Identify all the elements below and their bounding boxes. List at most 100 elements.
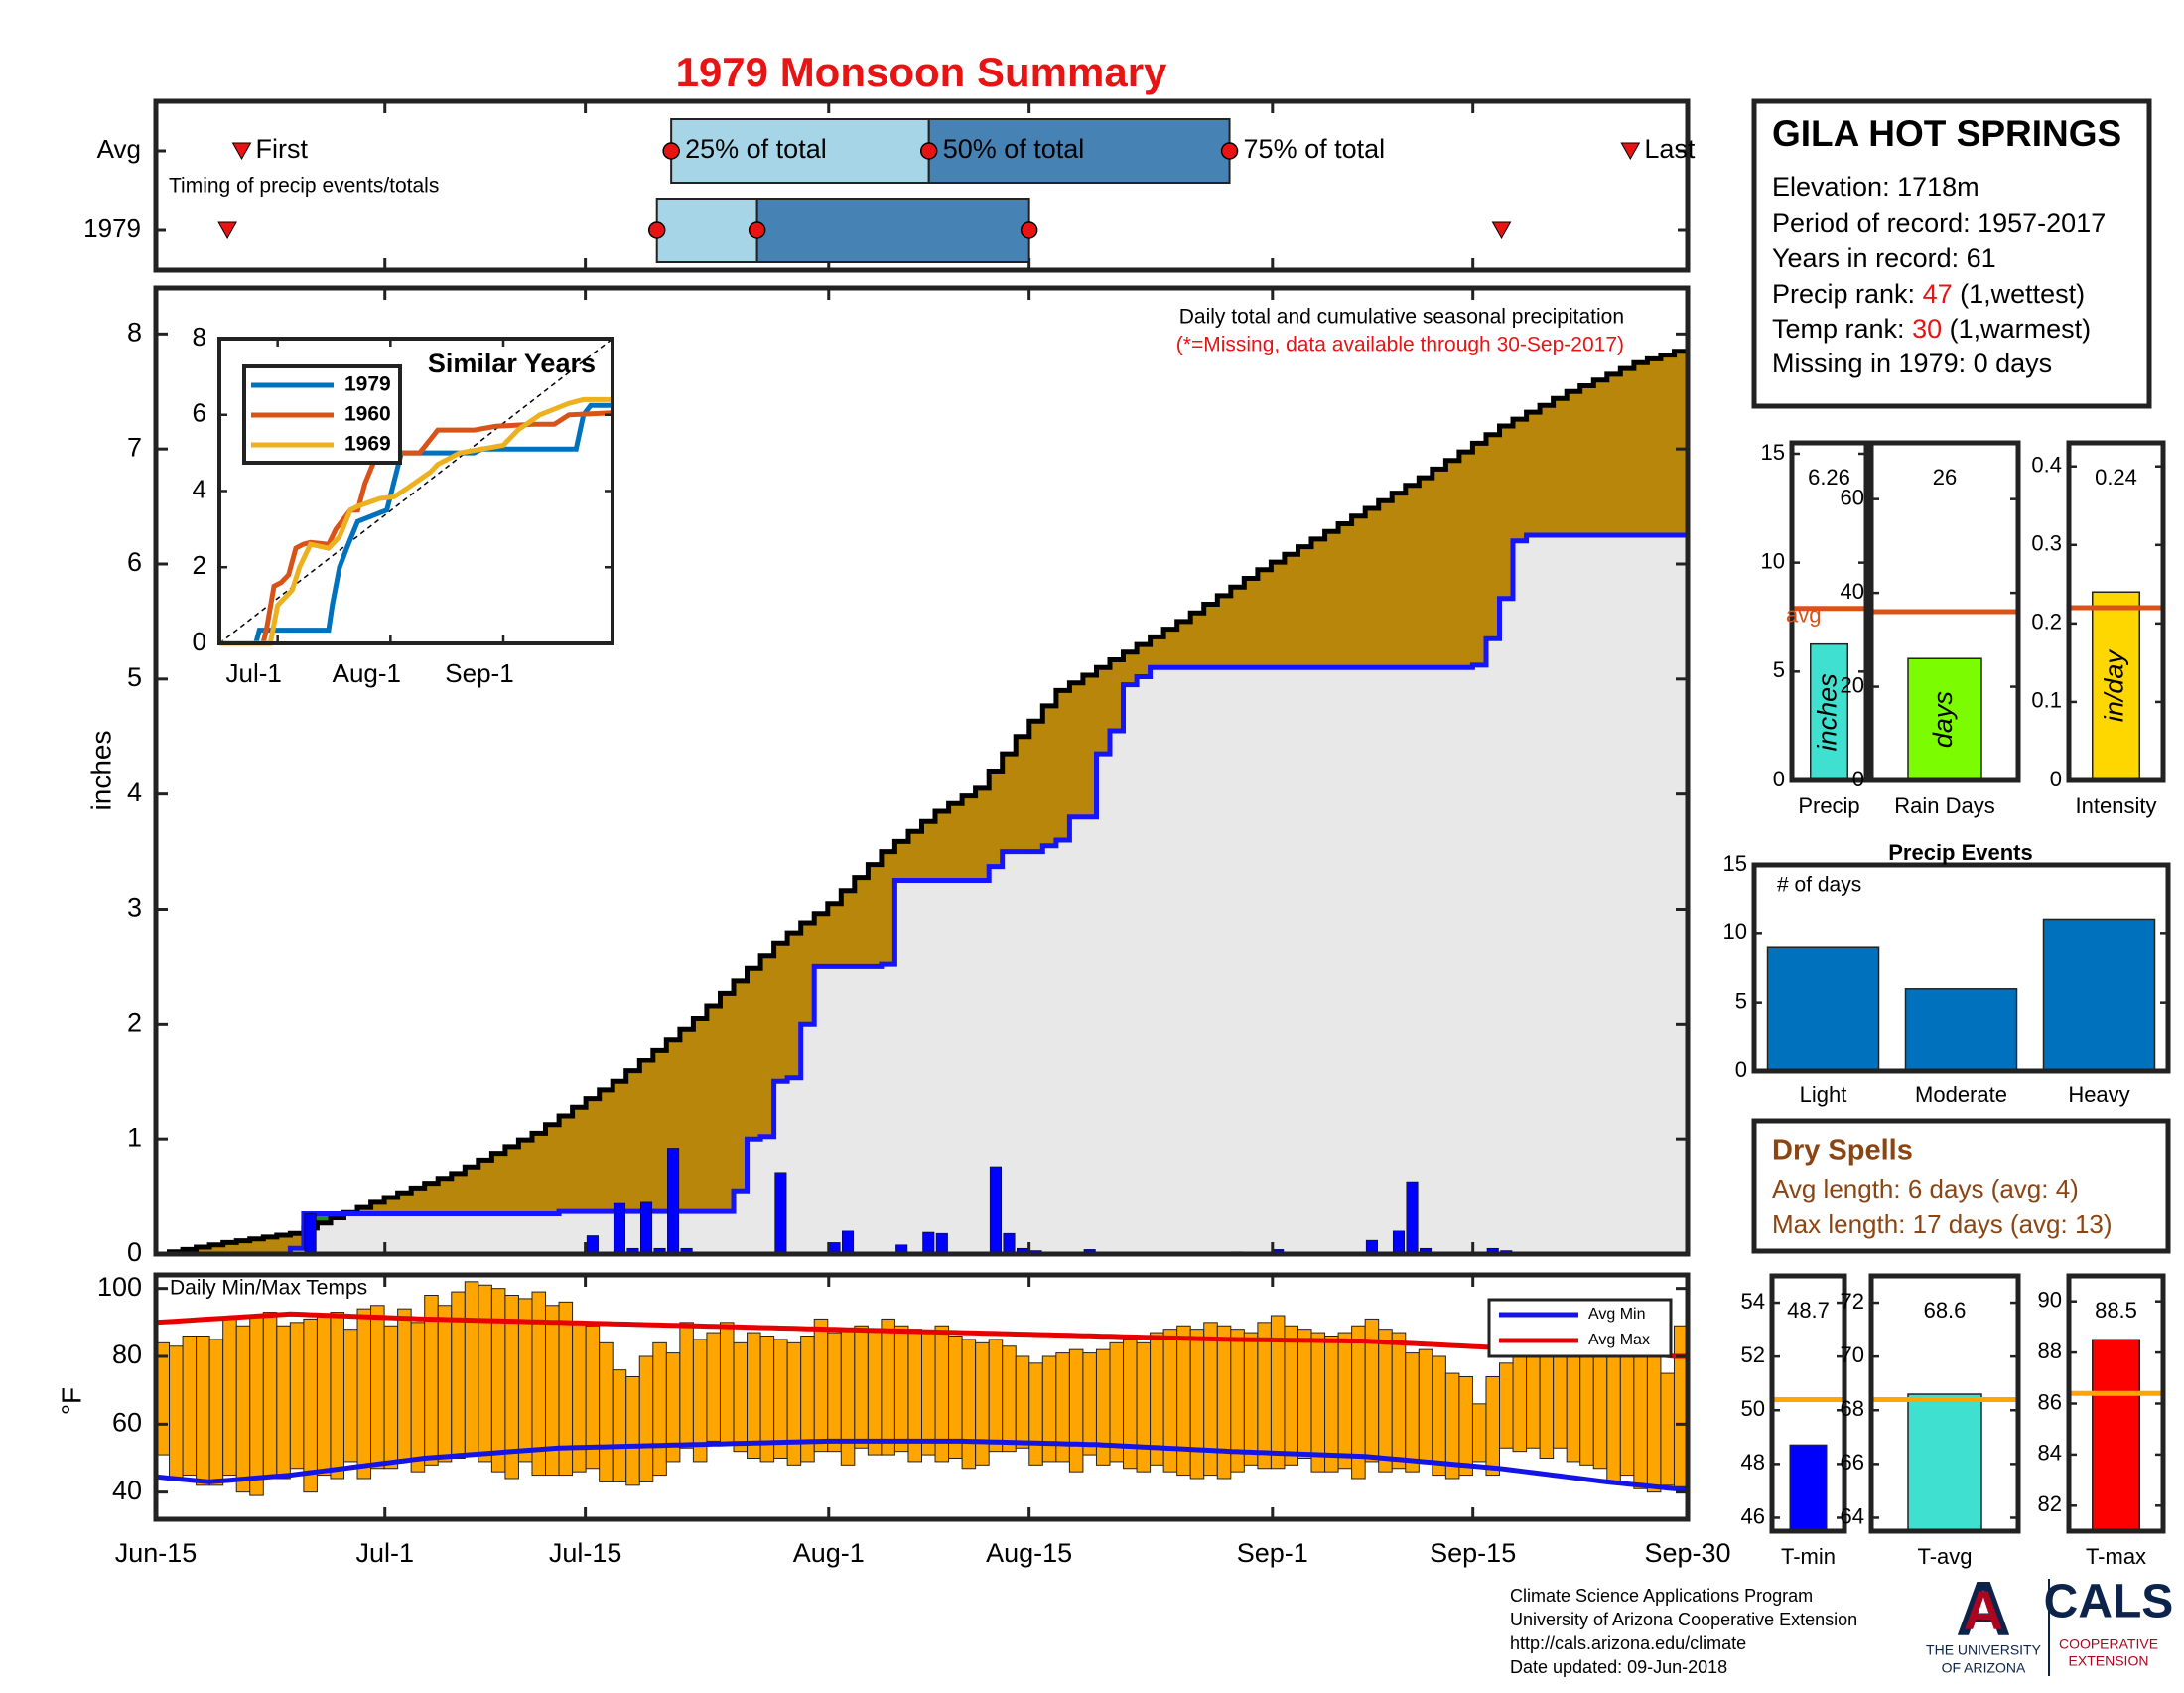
- temp-range-bar: [1243, 1332, 1259, 1466]
- timing-note: Timing of precip events/totals: [169, 175, 439, 198]
- inset-series-line: [219, 410, 614, 646]
- year-cumulative-day: [1123, 684, 1138, 1254]
- timing-first-label: First: [256, 134, 309, 164]
- year-cumulative-day: [733, 1191, 748, 1254]
- station-elevation: Elevation: 1718m: [1772, 172, 1979, 202]
- year-cumulative-day: [881, 964, 895, 1254]
- panel-y-tick-label: 64: [1841, 1503, 1864, 1528]
- temp-y-axis-label: °F: [56, 1387, 86, 1415]
- daily-precip-bar: [613, 1202, 625, 1255]
- temp-range-bar: [599, 1341, 614, 1482]
- station-missing: Missing in 1979: 0 days: [1772, 349, 2052, 378]
- panel-y-tick-label: 82: [2038, 1491, 2062, 1516]
- year-cumulative-day: [1647, 535, 1662, 1254]
- year-cumulative-day: [572, 1211, 587, 1254]
- temp-range-bar: [196, 1336, 210, 1486]
- year-cumulative-day: [1364, 667, 1379, 1254]
- temp-y-tick-label: 40: [112, 1476, 142, 1505]
- temp-range-bar: [1257, 1322, 1272, 1470]
- daily-precip-bar: [586, 1235, 599, 1255]
- year-cumulative-day: [720, 1211, 735, 1254]
- temp-range-bar: [397, 1308, 412, 1463]
- year-cumulative-day: [1042, 845, 1057, 1254]
- panel-value-label: 6.26: [1808, 465, 1850, 490]
- main-plot-frame: [153, 285, 1691, 1257]
- ua-wordmark-line: THE UNIVERSITY: [1926, 1642, 2042, 1658]
- temp-range-bar: [1633, 1339, 1648, 1489]
- year-cumulative-day: [343, 1213, 358, 1254]
- year-cumulative-day: [934, 880, 949, 1254]
- inset-title: Similar Years: [428, 349, 596, 378]
- main-chart-title: Daily total and cumulative seasonal prec…: [1179, 306, 1624, 329]
- timing-first-last-marker: [1491, 221, 1512, 240]
- temp-range-bar: [208, 1339, 224, 1486]
- temp-range-bar: [1499, 1362, 1514, 1449]
- inset-legend-label: 1960: [344, 403, 391, 426]
- dry-spells-frame: [1751, 1118, 2171, 1254]
- timing-box-50-75: [755, 198, 1030, 263]
- timing-percentile-marker: [1020, 221, 1038, 239]
- temp-range-bar: [867, 1329, 883, 1456]
- year-cumulative-day: [1002, 851, 1017, 1254]
- temp-summary-panel: 46 48 50 52 54 48.7 T-min: [1741, 1273, 1847, 1569]
- panel-category-label: Rain Days: [1894, 793, 1994, 818]
- panel-value-bar: [2092, 591, 2140, 781]
- temp-range-bar: [747, 1332, 761, 1460]
- panel-y-tick-label: 50: [1741, 1396, 1765, 1421]
- temp-range-bar: [410, 1322, 426, 1473]
- temp-range-bar: [1660, 1372, 1675, 1486]
- events-y-tick-label: 5: [1735, 988, 1747, 1013]
- panel-y-tick-label: 60: [1841, 485, 1864, 509]
- daily-precip-bar: [640, 1201, 653, 1255]
- station-temp-rank: Temp rank: 30 (1,warmest): [1772, 314, 2091, 344]
- year-cumulative-day: [1176, 667, 1191, 1254]
- year-cumulative-day: [1028, 851, 1043, 1254]
- temp-range-bar: [451, 1291, 466, 1460]
- station-period: Period of record: 1957-2017: [1772, 209, 2106, 238]
- year-cumulative-day: [1553, 535, 1568, 1254]
- precip-events-chart: Light Moderate Heavy 0 5 10 15 Precip Events # o…: [1723, 840, 2171, 1107]
- temp-range-bar: [316, 1315, 332, 1477]
- panel-frame: [1868, 1273, 2021, 1534]
- inset-y-tick-label: 6: [193, 398, 206, 428]
- year-cumulative-day: [1539, 535, 1554, 1254]
- temp-range-bar: [921, 1332, 936, 1456]
- events-y-tick-label: 0: [1735, 1058, 1747, 1082]
- timing-p75-label: 75% of total: [1244, 134, 1386, 164]
- year-cumulative-day: [383, 1213, 398, 1254]
- year-cumulative-day: [531, 1213, 546, 1254]
- panel-y-tick-label: 54: [1741, 1289, 1765, 1314]
- temperature-chart: 40 60 80 100 Jun-15 Jul-1 Jul-15 Aug-1 Aug-15 Sep…: [56, 1272, 1730, 1568]
- year-cumulative-day: [921, 880, 936, 1254]
- main-y-tick-label: 0: [127, 1237, 142, 1267]
- temp-range-bar: [975, 1341, 990, 1466]
- timing-panel: Avg 1979 First 25% of total 50% of total 75% …: [83, 98, 1696, 273]
- year-cumulative-day: [1485, 638, 1500, 1254]
- panel-y-tick-label: 15: [1761, 440, 1785, 465]
- year-cumulative-day: [478, 1213, 492, 1254]
- panel-category-label: Precip: [1798, 793, 1859, 818]
- temp-range-bar: [1579, 1348, 1594, 1466]
- daily-precip-bar: [304, 1213, 317, 1255]
- year-cumulative-day: [1069, 816, 1084, 1254]
- panel-category-label: T-max: [2086, 1544, 2146, 1569]
- year-cumulative-day: [290, 1248, 305, 1254]
- panel-value-label: 0.24: [2095, 465, 2137, 490]
- temp-range-bar: [289, 1322, 305, 1470]
- temp-y-tick-label: 60: [112, 1407, 142, 1437]
- panel-y-tick-label: 0: [1773, 767, 1785, 791]
- year-cumulative-day: [451, 1213, 466, 1254]
- x-axis-tick-label: Sep-30: [1644, 1538, 1730, 1568]
- temp-range-bar: [827, 1332, 842, 1453]
- temp-range-bar: [437, 1305, 453, 1463]
- year-cumulative-day: [370, 1213, 385, 1254]
- timing-percentile-marker: [647, 221, 666, 239]
- year-cumulative-day: [465, 1213, 479, 1254]
- daily-precip-bar: [842, 1230, 855, 1255]
- year-cumulative-day: [1015, 851, 1030, 1254]
- temp-range-bar: [1324, 1336, 1339, 1473]
- temp-plot-frame: [153, 1272, 1691, 1522]
- panel-frame: [1789, 440, 1869, 783]
- daily-precip-bar: [1003, 1232, 1016, 1255]
